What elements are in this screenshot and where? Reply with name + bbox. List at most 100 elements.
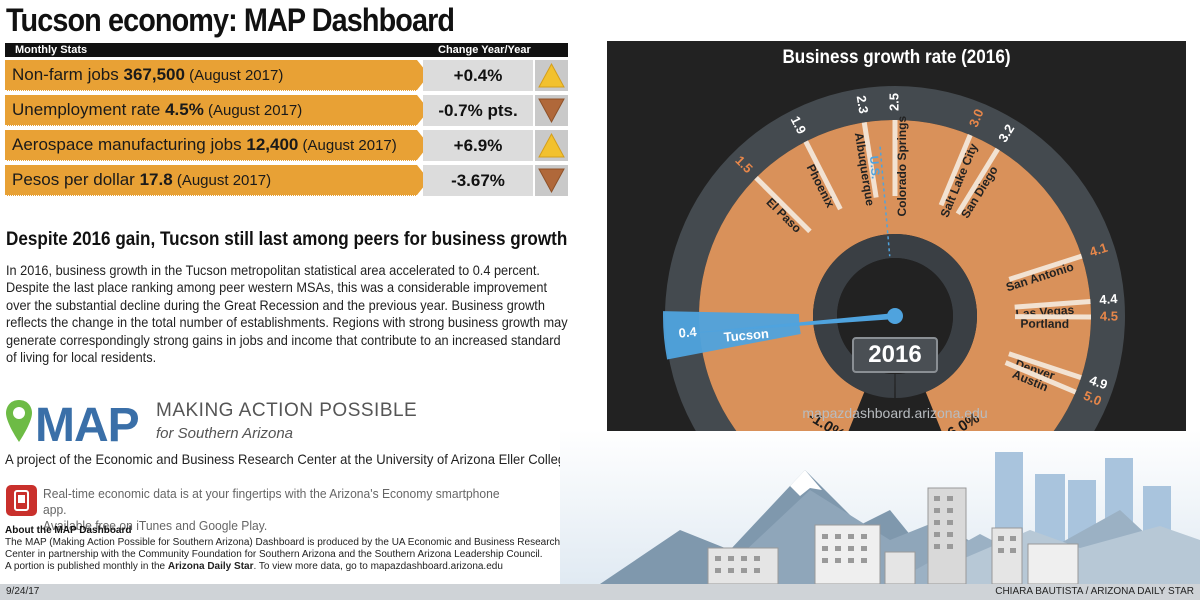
city-value-label: 5.0 <box>1081 388 1103 409</box>
page-title: Tucson economy: MAP Dashboard <box>6 2 455 38</box>
down-arrow-icon <box>535 95 568 126</box>
about-line2: Center in partnership with the Community… <box>5 549 543 560</box>
stat-label: Non-farm jobs 367,500 (August 2017) <box>5 60 429 91</box>
project-line: A project of the Economic and Business R… <box>5 451 667 467</box>
stat-row: Non-farm jobs 367,500 (August 2017) +0.4% <box>5 60 568 91</box>
stat-divider <box>5 90 417 91</box>
mountain-skyline-illustration <box>560 430 1200 590</box>
city-tick <box>1004 360 1077 395</box>
stat-name: Pesos per dollar <box>12 170 140 189</box>
down-arrow-icon <box>535 165 568 196</box>
stat-divider <box>5 195 417 196</box>
stat-change: +6.9% <box>423 130 533 161</box>
about-line3-pre: A portion is published monthly in the <box>5 561 168 572</box>
monthly-stats-table: Monthly Stats Change Year/Year Non-farm … <box>5 43 568 196</box>
year-box <box>852 337 938 373</box>
city-value-label: 2.5 <box>886 93 901 111</box>
gauge-url: mapazdashboard.arizona.edu <box>802 405 987 421</box>
stat-change: -0.7% pts. <box>423 95 533 126</box>
city-tick <box>1008 253 1083 282</box>
city-tick <box>803 140 843 211</box>
stat-label-text: Unemployment rate 4.5% (August 2017) <box>12 100 302 120</box>
business-growth-gauge-panel: Business growth rate (2016) Tucson 0.4 El … <box>607 41 1186 431</box>
gauge-outer-ring <box>665 86 1125 431</box>
map-subtitle: for Southern Arizona <box>156 425 294 442</box>
city-tick <box>938 134 973 207</box>
stat-divider <box>5 160 417 161</box>
footer-bar: 9/24/17 CHIARA BAUTISTA / ARIZONA DAILY … <box>0 584 1200 600</box>
stat-name: Non-farm jobs <box>12 65 124 84</box>
stats-header: Monthly Stats Change Year/Year <box>5 43 568 57</box>
city-tick <box>1008 351 1082 381</box>
stat-label-text: Pesos per dollar 17.8 (August 2017) <box>12 170 271 190</box>
about-text: The MAP (Making Action Possible for Sout… <box>5 537 605 573</box>
stat-label: Aerospace manufacturing jobs 12,400 (Aug… <box>5 130 429 161</box>
stat-value: 12,400 <box>246 135 299 154</box>
city-label: Colorado Springs <box>895 116 909 217</box>
stat-label-text: Aerospace manufacturing jobs 12,400 (Aug… <box>12 135 397 155</box>
stat-change: +0.4% <box>423 60 533 91</box>
city-value-label: 3.0 <box>966 107 987 129</box>
up-arrow-icon <box>535 60 568 91</box>
map-logo: MAP <box>6 399 140 446</box>
about-line1: The MAP (Making Action Possible for Sout… <box>5 537 561 548</box>
city-label: Tucson <box>723 326 769 345</box>
about-line3-post: . To view more data, go to mapazdashboar… <box>253 561 503 572</box>
stat-row: Aerospace manufacturing jobs 12,400 (Aug… <box>5 130 568 161</box>
about-line3: A portion is published monthly in the Ar… <box>5 561 605 573</box>
map-title: MAKING ACTION POSSIBLE <box>156 400 418 421</box>
up-arrow-icon <box>535 130 568 161</box>
footer-date: 9/24/17 <box>6 586 40 597</box>
city-tick <box>955 147 1000 216</box>
city-value-label: 4.1 <box>1088 240 1110 260</box>
city-value-label: 4.5 <box>1100 308 1118 323</box>
stat-name: Aerospace manufacturing jobs <box>12 135 247 154</box>
gauge-dial-face <box>699 120 1091 431</box>
stat-row: Pesos per dollar 17.8 (August 2017) -3.67… <box>5 165 568 196</box>
tucson-wedge <box>663 311 801 360</box>
city-value-label: 1.9 <box>788 114 810 137</box>
stat-value: 17.8 <box>139 170 173 189</box>
stat-period: (August 2017) <box>298 137 397 154</box>
story-headline: Despite 2016 gain, Tucson still last amo… <box>6 229 568 250</box>
about-heading: About the MAP Dashboard <box>5 525 132 536</box>
stat-label-text: Non-farm jobs 367,500 (August 2017) <box>12 65 283 85</box>
smartphone-app-icon[interactable] <box>6 485 37 516</box>
stat-period: (August 2017) <box>184 67 284 84</box>
stats-header-change: Change Year/Year <box>438 44 531 56</box>
story-body: In 2016, business growth in the Tucson m… <box>6 262 568 366</box>
stat-name: Unemployment rate <box>12 100 166 119</box>
us-reference-line <box>879 146 891 257</box>
stat-period: (August 2017) <box>172 172 272 189</box>
app-promo: Real-time economic data is at your finge… <box>43 486 508 534</box>
city-tick <box>1014 299 1091 310</box>
city-value-label: 4.4 <box>1099 291 1119 307</box>
stat-label: Unemployment rate 4.5% (August 2017) <box>5 95 429 126</box>
gauge-title: Business growth rate (2016) <box>782 47 1011 68</box>
city-value-label: 2.3 <box>854 94 872 114</box>
app-promo-line1: Real-time economic data is at your finge… <box>43 486 500 517</box>
stats-header-label: Monthly Stats <box>15 44 88 56</box>
stat-change: -3.67% <box>423 165 533 196</box>
city-tick <box>861 122 879 198</box>
stat-label: Pesos per dollar 17.8 (August 2017) <box>5 165 429 196</box>
app-promo-line2: Available free on iTunes and Google Play… <box>43 518 268 533</box>
gauge-needle-hub <box>887 308 903 324</box>
city-value-label: 4.9 <box>1088 372 1110 392</box>
city-value-label: 0.4 <box>678 324 698 341</box>
map-pin-icon <box>6 400 32 442</box>
year-label: 2016 <box>868 341 921 368</box>
stat-period: (August 2017) <box>203 102 303 119</box>
city-tick <box>754 175 812 234</box>
city-label: Portland <box>1020 317 1069 331</box>
about-line3-paper: Arizona Daily Star <box>167 561 254 572</box>
gauge-needle <box>675 313 896 335</box>
stat-value: 367,500 <box>123 65 185 84</box>
footer-credit: CHIARA BAUTISTA / ARIZONA DAILY STAR <box>995 586 1194 597</box>
city-label: U.S. <box>867 155 883 179</box>
map-logo-text: MAP <box>35 399 139 446</box>
stat-divider <box>5 125 417 126</box>
stat-row: Unemployment rate 4.5% (August 2017) -0.7… <box>5 95 568 126</box>
stat-value: 4.5% <box>165 100 204 119</box>
